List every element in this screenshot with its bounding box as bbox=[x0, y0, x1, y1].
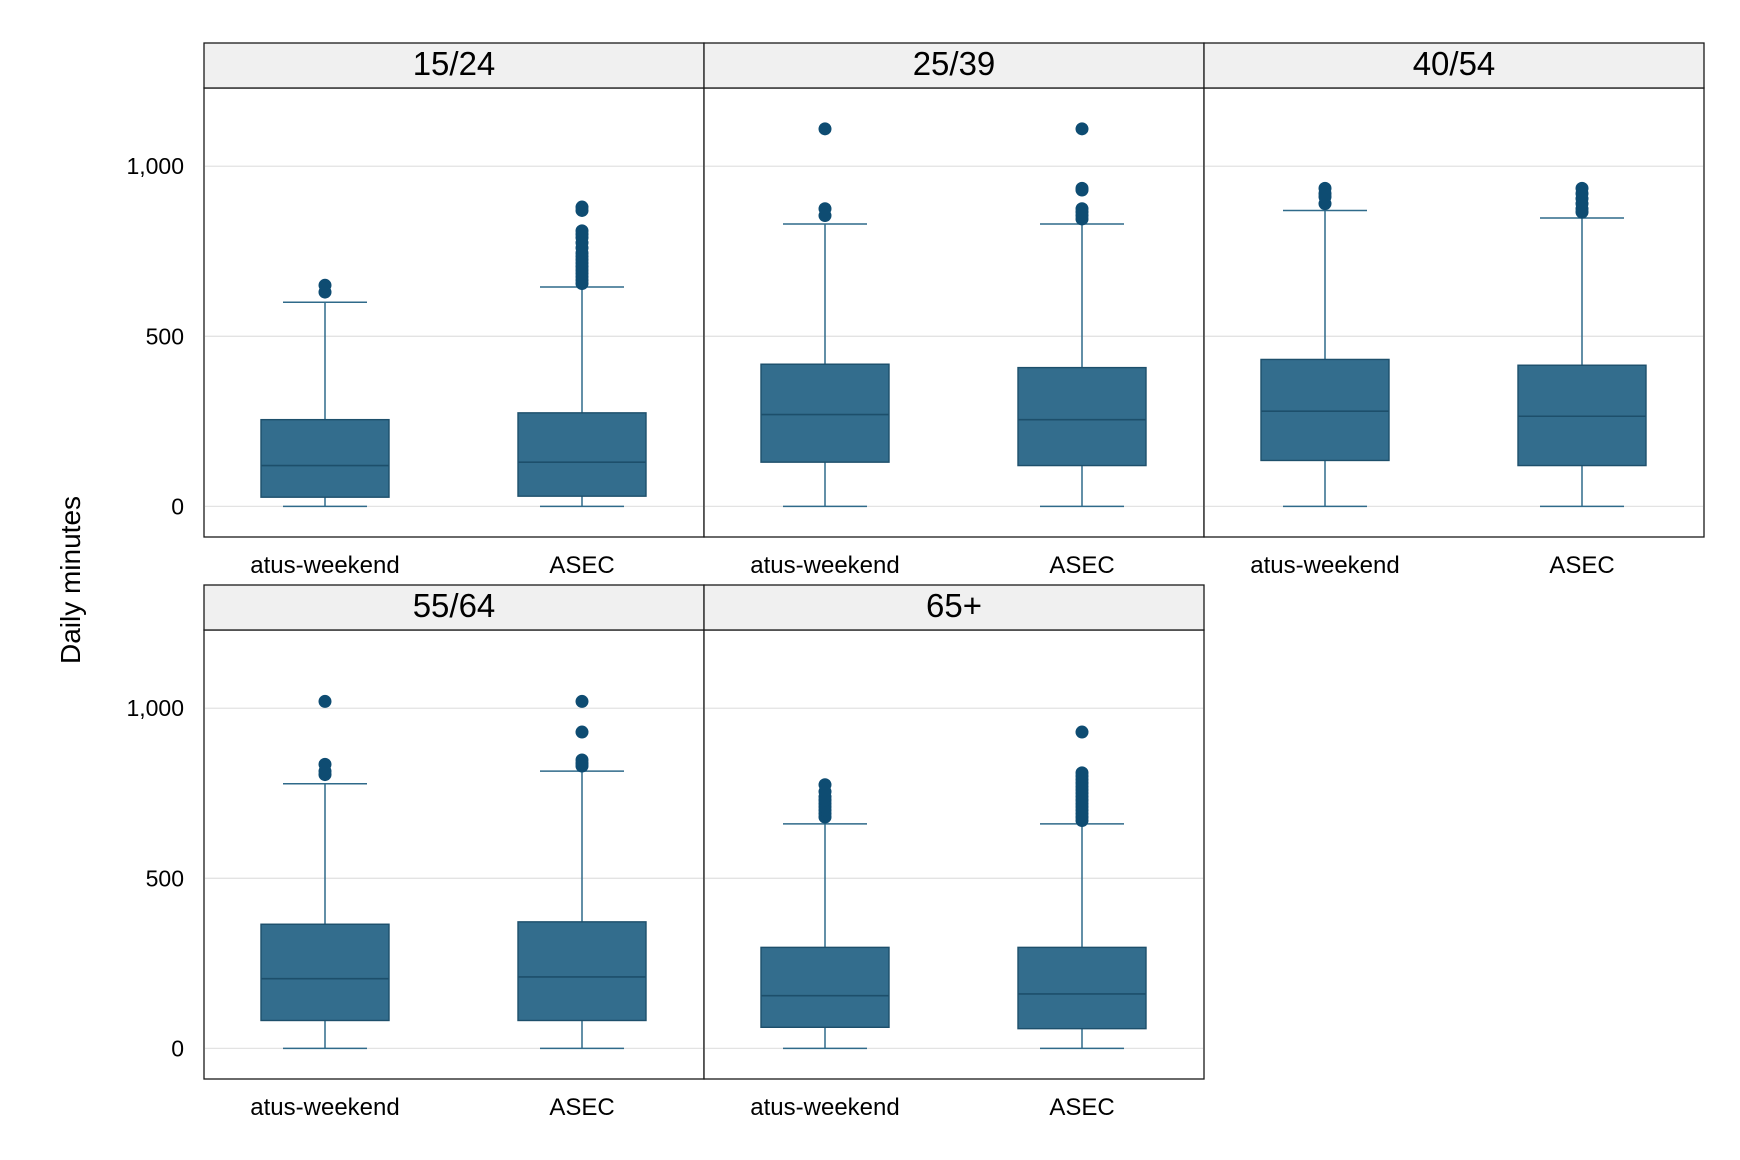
panel-title: 40/54 bbox=[1413, 45, 1496, 82]
outlier-point bbox=[318, 757, 332, 771]
panel-55-64: 55/64 0 500 1,000 atus-weekend ASEC bbox=[126, 584, 705, 1121]
iqr-box bbox=[1017, 946, 1147, 1030]
box-atus-weekend bbox=[260, 278, 390, 508]
x-tick-label: atus-weekend bbox=[250, 552, 399, 579]
outlier-point bbox=[318, 278, 332, 292]
panel-title: 55/64 bbox=[413, 587, 496, 624]
box-asec bbox=[1017, 725, 1147, 1050]
box-asec bbox=[1017, 122, 1147, 508]
y-tick-label: 0 bbox=[171, 493, 184, 519]
y-tick-label: 500 bbox=[146, 323, 184, 349]
outlier-point bbox=[1575, 181, 1589, 195]
panel-title: 25/39 bbox=[913, 45, 996, 82]
panel-15-24: 15/24 0 500 1,000 atus-weekend ASEC bbox=[126, 42, 705, 579]
panel-strip bbox=[703, 42, 1205, 89]
panels-group: 15/24 0 500 1,000 atus-weekend ASEC 25/39 atus-… bbox=[126, 42, 1705, 1121]
x-tick-label: atus-weekend bbox=[750, 1094, 899, 1121]
outlier-point bbox=[575, 200, 589, 214]
outlier-point bbox=[575, 725, 589, 739]
outlier-point bbox=[1075, 181, 1089, 195]
x-tick-label: ASEC bbox=[549, 552, 614, 579]
iqr-box bbox=[260, 418, 390, 498]
outlier-point bbox=[575, 224, 589, 238]
outlier-point bbox=[1318, 181, 1332, 195]
panel-strip bbox=[203, 42, 705, 89]
panel-strip bbox=[1203, 42, 1705, 89]
panel-title: 65+ bbox=[926, 587, 982, 624]
panel-frame bbox=[1203, 87, 1705, 538]
iqr-box bbox=[760, 946, 890, 1028]
panel-strip bbox=[203, 584, 705, 631]
iqr-box bbox=[1260, 358, 1390, 462]
panel-strip bbox=[703, 584, 1205, 631]
iqr-box bbox=[260, 923, 390, 1022]
panel-65: 65+ atus-weekend ASEC bbox=[703, 584, 1205, 1121]
panel-title: 15/24 bbox=[413, 45, 496, 82]
y-tick-label: 1,000 bbox=[126, 153, 184, 179]
panel-25-39: 25/39 atus-weekend ASEC bbox=[703, 42, 1205, 579]
iqr-box bbox=[1517, 364, 1647, 467]
outlier-point bbox=[1075, 122, 1089, 136]
outlier-point bbox=[818, 202, 832, 216]
iqr-box bbox=[517, 921, 647, 1022]
panel-40-54: 40/54 atus-weekend ASEC bbox=[1203, 42, 1705, 579]
outlier-point bbox=[575, 694, 589, 708]
x-tick-label: ASEC bbox=[1049, 552, 1114, 579]
outlier-point bbox=[1075, 725, 1089, 739]
box-atus-weekend bbox=[760, 122, 890, 508]
box-asec bbox=[517, 200, 647, 508]
x-tick-label: ASEC bbox=[549, 1094, 614, 1121]
panel-frame bbox=[703, 87, 1205, 538]
y-tick-label: 1,000 bbox=[126, 695, 184, 721]
outlier-point bbox=[818, 122, 832, 136]
box-asec bbox=[1517, 181, 1647, 508]
box-atus-weekend bbox=[760, 778, 890, 1050]
outlier-point bbox=[818, 778, 832, 792]
iqr-box bbox=[1017, 366, 1147, 467]
x-tick-label: ASEC bbox=[1049, 1094, 1114, 1121]
y-tick-label: 0 bbox=[171, 1035, 184, 1061]
outlier-point bbox=[1075, 202, 1089, 216]
iqr-box bbox=[760, 363, 890, 463]
x-tick-label: atus-weekend bbox=[250, 1094, 399, 1121]
y-axis-label: Daily minutes bbox=[55, 496, 86, 664]
x-tick-label: atus-weekend bbox=[1250, 552, 1399, 579]
box-atus-weekend bbox=[260, 694, 390, 1050]
box-asec bbox=[517, 694, 647, 1050]
y-tick-label: 500 bbox=[146, 865, 184, 891]
outlier-point bbox=[318, 694, 332, 708]
x-tick-label: atus-weekend bbox=[750, 552, 899, 579]
x-tick-label: ASEC bbox=[1549, 552, 1614, 579]
outlier-point bbox=[575, 753, 589, 767]
box-atus-weekend bbox=[1260, 181, 1390, 508]
outlier-point bbox=[1075, 766, 1089, 780]
iqr-box bbox=[517, 412, 647, 497]
